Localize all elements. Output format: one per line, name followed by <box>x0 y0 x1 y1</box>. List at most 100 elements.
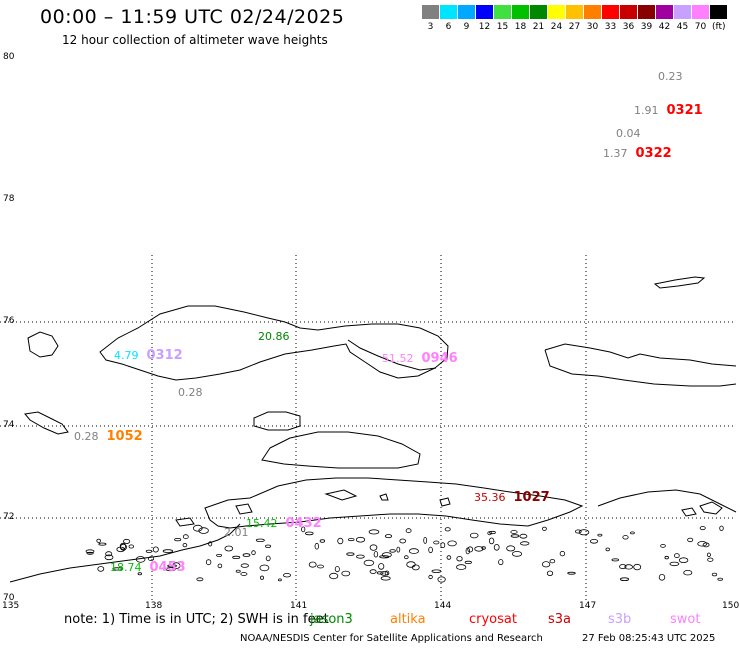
delta-islet <box>316 564 324 569</box>
coastline-islet-s1 <box>175 517 195 527</box>
color-swatch <box>584 5 601 19</box>
delta-islet <box>334 566 340 573</box>
observation-label: 18.74 0453 <box>110 560 186 575</box>
delta-islet <box>619 577 630 581</box>
delta-islet <box>217 563 223 569</box>
delta-islet <box>408 548 419 554</box>
mission-label-cryosat: cryosat <box>469 612 517 627</box>
delta-islet <box>85 549 95 554</box>
coastline-ne-islet <box>653 276 706 289</box>
observation-label: 20.86 <box>258 330 290 343</box>
longitude-label-135: 135 <box>2 601 20 611</box>
color-scale-label: 39 <box>640 22 653 32</box>
delta-islet <box>174 537 182 542</box>
color-swatch <box>440 5 457 19</box>
delta-islet <box>597 533 603 537</box>
delta-islet <box>128 544 134 549</box>
delta-islet <box>277 578 282 582</box>
latitude-label-72: 72 <box>3 512 15 522</box>
delta-islet <box>446 555 452 560</box>
mission-label-altika: altika <box>390 612 426 627</box>
delta-islet <box>511 551 523 557</box>
delta-islet <box>437 576 446 583</box>
color-scale-label: 6 <box>445 22 452 32</box>
color-swatch <box>710 5 727 19</box>
color-scale-label: 21 <box>532 22 545 32</box>
delta-islet <box>411 564 420 571</box>
color-scale-label: 18 <box>514 22 527 32</box>
delta-islet <box>380 571 389 576</box>
delta-islet <box>96 538 101 543</box>
coastline-islet-c2 <box>379 493 389 501</box>
color-swatch <box>476 5 493 19</box>
delta-islet <box>216 554 223 557</box>
delta-islet <box>464 560 472 565</box>
delta-islet <box>498 559 504 566</box>
observation-label: 15.42 0432 <box>246 516 322 531</box>
coastline-far-east <box>597 489 737 513</box>
delta-islet <box>660 544 666 548</box>
mission-label-s3a: s3a <box>548 612 572 627</box>
delta-islet <box>711 572 718 577</box>
delta-islet <box>674 553 680 558</box>
coastline-southern-shore <box>9 523 241 583</box>
color-swatch <box>620 5 637 19</box>
observation-label: 0.04 <box>616 127 641 140</box>
delta-islet <box>135 556 146 563</box>
delta-islet <box>308 561 317 568</box>
delta-islet <box>182 534 189 540</box>
delta-islet <box>384 570 390 576</box>
delta-islet <box>137 572 142 576</box>
delta-islet <box>678 557 689 563</box>
delta-islet <box>152 546 159 553</box>
color-scale-label: 42 <box>658 22 671 32</box>
coastline-new-siberian-main <box>99 305 449 381</box>
delta-islet <box>347 538 355 542</box>
mission-label-jason3: jason3 <box>310 612 353 627</box>
delta-islet <box>707 557 714 562</box>
latitude-label-74: 74 <box>3 420 15 430</box>
delta-islet <box>123 538 131 544</box>
observation-label: 2.01 <box>224 526 249 539</box>
delta-islet <box>337 537 344 545</box>
delta-islet <box>232 555 241 560</box>
delta-islet <box>373 551 379 558</box>
longitude-label-144: 144 <box>434 601 452 611</box>
delta-islet <box>589 538 599 544</box>
coastline-islet-s2 <box>235 503 253 515</box>
delta-islet <box>193 524 203 532</box>
delta-islet <box>112 567 124 571</box>
delta-islet <box>706 552 711 557</box>
coastline-large-island <box>261 431 421 469</box>
delta-islet <box>260 575 264 580</box>
delta-islet <box>240 572 248 576</box>
coastline-west-islet <box>27 331 59 358</box>
delta-islet <box>493 543 500 551</box>
delta-islet <box>301 526 306 533</box>
footer-note: note: 1) Time is in UTC; 2) SWH is in fe… <box>64 612 329 627</box>
delta-islet <box>378 563 385 570</box>
delta-islet <box>167 564 178 568</box>
map-subtitle: 12 hour collection of altimeter wave hei… <box>62 33 328 47</box>
delta-islet <box>574 529 582 534</box>
delta-islet <box>105 551 113 557</box>
delta-islet <box>145 549 153 553</box>
river-delta-islets <box>85 524 724 583</box>
delta-islet <box>314 542 319 550</box>
delta-islet <box>329 572 339 580</box>
coastlines <box>9 276 737 583</box>
delta-islet <box>319 539 326 543</box>
color-swatch <box>458 5 475 19</box>
delta-islet <box>104 554 114 561</box>
color-swatch <box>530 5 547 19</box>
delta-islet <box>520 541 530 546</box>
delta-islet <box>369 569 377 574</box>
latitude-label-70: 70 <box>3 593 15 603</box>
color-scale-unit: (ft) <box>712 22 726 32</box>
delta-islet <box>381 552 392 558</box>
color-swatch <box>638 5 655 19</box>
delta-islet <box>265 544 272 548</box>
delta-islet <box>489 530 496 535</box>
delta-islet <box>86 551 94 555</box>
